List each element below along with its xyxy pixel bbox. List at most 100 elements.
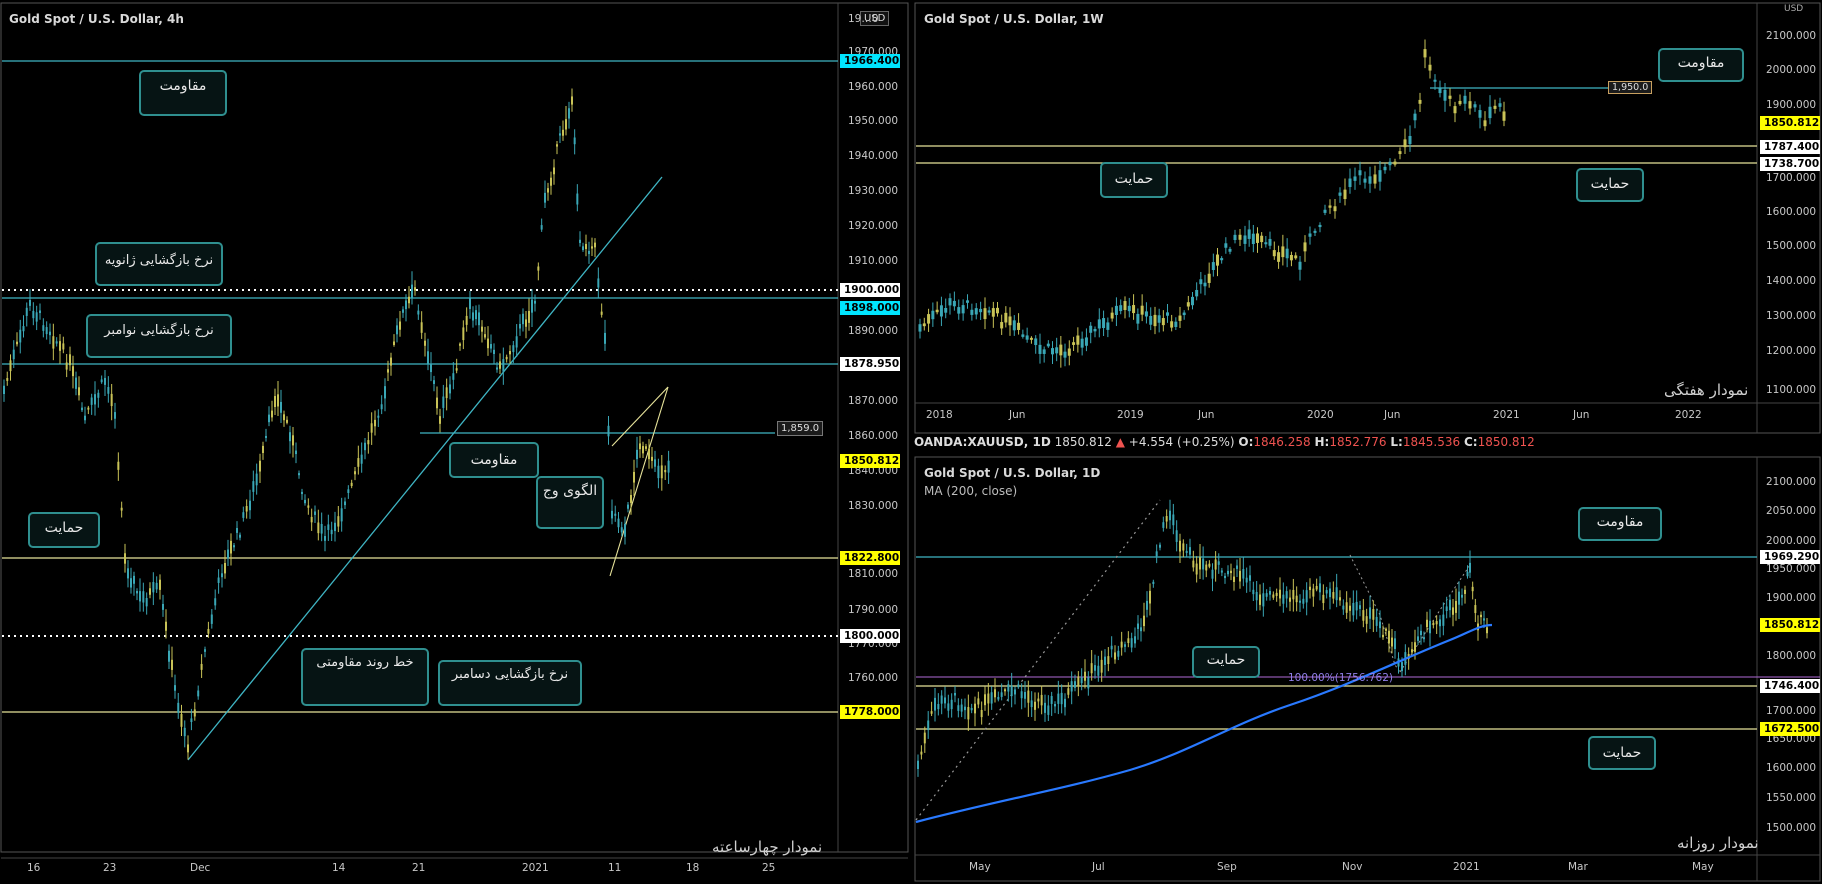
weekly-title: Gold Spot / U.S. Dollar, 1W: [924, 12, 1104, 26]
daily-candle-body: [1445, 606, 1448, 611]
weekly-ytick-3: 1700.000: [1766, 172, 1817, 184]
left-candle-body: [72, 366, 74, 377]
left-candle-body: [268, 414, 270, 423]
weekly-ytick-2: 1900.000: [1766, 99, 1817, 111]
daily-candle-body: [923, 732, 926, 744]
daily-candle-body: [1464, 589, 1466, 594]
weekly-price-tag-0: 1850.812: [1760, 116, 1820, 130]
left-candle-body: [55, 341, 58, 344]
daily-price-tag-3: 1672.500: [1760, 722, 1820, 736]
left-candle-body: [127, 568, 129, 579]
left-panel-border: [0, 2, 909, 853]
left-candle-body: [187, 744, 189, 753]
left-candle-body: [245, 506, 248, 512]
left-candle-body: [469, 298, 471, 309]
left-candle-body: [180, 714, 183, 727]
daily-candle-body: [1217, 561, 1220, 565]
left-candle-body: [459, 343, 461, 346]
weekly-candle-body: [991, 308, 995, 317]
left-candle-body: [452, 373, 455, 380]
fib-label: 100.00%(1756.762): [1288, 672, 1394, 684]
weekly-candle-body: [1318, 224, 1322, 228]
weekly-candle-body: [1067, 348, 1071, 356]
weekly-candle-body: [1144, 311, 1148, 317]
daily-candle-body: [960, 704, 963, 712]
daily-title: Gold Spot / U.S. Dollar, 1D: [924, 466, 1101, 480]
daily-candle-body: [957, 705, 960, 711]
weekly-candle-body: [1247, 229, 1251, 239]
left-ytick-7: 1910.000: [848, 255, 899, 267]
left-candle-body: [142, 591, 145, 603]
left-candle-body: [252, 481, 255, 492]
daily-candle-body: [1195, 563, 1198, 575]
weekly-candle-body: [1393, 161, 1397, 165]
weekly-candle-body: [1378, 170, 1382, 182]
left-ytick-2: 1960.000: [848, 81, 899, 93]
weekly-candle-body: [1029, 337, 1033, 340]
daily-candle-body: [987, 693, 990, 704]
daily-candle-body: [1179, 540, 1181, 552]
daily-candle-body: [1162, 522, 1165, 528]
ohlc-low: 1845.536: [1402, 435, 1461, 449]
left-candle-body: [171, 659, 173, 670]
left-xtick-8: 25: [762, 862, 776, 874]
weekly-xtick-8: 2022: [1675, 409, 1702, 421]
left-candle-body: [16, 341, 18, 345]
weekly-candle-body: [1463, 95, 1467, 104]
weekly-annotation-resistance: مقاومت: [1658, 48, 1744, 82]
ohlc-symbol: OANDA:XAUUSD, 1D: [914, 435, 1051, 449]
left-candle-body: [585, 243, 587, 250]
daily-candle-body: [1175, 530, 1178, 542]
daily-candle-body: [1245, 577, 1248, 583]
left-candle-body: [286, 419, 288, 423]
weekly-candle-body: [1106, 322, 1110, 330]
daily-annotation-resistance: مقاومت: [1578, 507, 1662, 541]
left-candle-body: [259, 460, 261, 472]
weekly-candle-body: [944, 308, 948, 313]
weekly-candle-body: [1055, 347, 1059, 354]
daily-ytick-10: 1500.000: [1766, 822, 1817, 834]
ohlc-high-label: H:: [1314, 435, 1330, 449]
weekly-candle-body: [1228, 248, 1232, 252]
daily-candle-body: [1474, 605, 1477, 614]
daily-candle-body: [1182, 543, 1185, 551]
daily-candle-body: [1315, 585, 1318, 590]
left-candle-body: [436, 397, 438, 409]
daily-candle-body: [1335, 587, 1338, 601]
left-candle-body: [396, 325, 398, 335]
left-ytick-6: 1920.000: [848, 220, 899, 232]
left-candle-body: [571, 96, 573, 105]
annotation-support-left: حمایت: [28, 512, 100, 548]
daily-candle-body: [1480, 614, 1482, 618]
weekly-candle-body: [1333, 206, 1337, 212]
ohlc-close: 1850.812: [1477, 435, 1535, 449]
left-candle-body: [200, 663, 203, 670]
weekly-candle-body: [1483, 120, 1487, 127]
weekly-annotation-support-right: حمایت: [1576, 168, 1644, 202]
weekly-candle-body: [1272, 250, 1276, 257]
daily-ytick-3: 1950.000: [1766, 563, 1817, 575]
weekly-watermark: نمودار هفتگی: [1664, 381, 1749, 399]
daily-candle-body: [1285, 591, 1288, 599]
weekly-candle-body: [1203, 282, 1207, 287]
left-candle-body: [327, 524, 330, 530]
weekly-candle-body: [1238, 234, 1242, 240]
left-candle-body: [667, 460, 670, 473]
left-candle-body: [528, 310, 530, 323]
daily-candle-body: [950, 699, 953, 710]
weekly-ytick-7: 1300.000: [1766, 310, 1817, 322]
left-candle-body: [417, 310, 420, 315]
left-candle-body: [242, 512, 245, 518]
weekly-candle-body: [1338, 192, 1342, 196]
weekly-candle-body: [1502, 111, 1506, 121]
left-candle-body: [233, 545, 235, 548]
daily-candle-body: [927, 720, 930, 731]
daily-candle-body: [1325, 590, 1328, 594]
weekly-candle-body: [1220, 258, 1224, 261]
weekly-xtick-7: Jun: [1573, 409, 1590, 421]
left-candle-body: [645, 446, 647, 449]
ohlc-arrow: ▲: [1115, 435, 1125, 449]
left-candle-body: [522, 313, 524, 325]
weekly-candle-body: [1303, 242, 1307, 252]
left-candle-body: [519, 323, 521, 329]
